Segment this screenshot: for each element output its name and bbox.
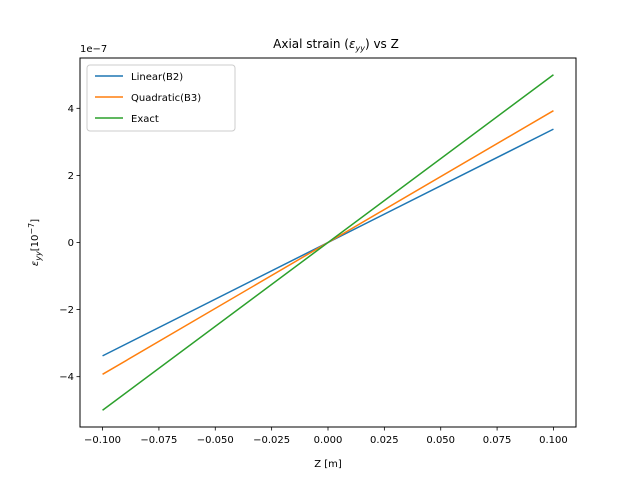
x-tick-label: −0.100 xyxy=(84,435,121,446)
axes-frame xyxy=(79,57,577,428)
x-tick-label: 0.050 xyxy=(426,435,455,446)
chart-title: Axial strain (εyy) vs Z xyxy=(273,37,399,53)
x-tick-label: 0.075 xyxy=(483,435,512,446)
y-tick-label: 0 xyxy=(68,238,74,249)
y-axis-label: εyy[10−7] xyxy=(27,219,43,266)
x-axis-label: Z [m] xyxy=(314,459,342,470)
y-offset-text: 1e−7 xyxy=(80,44,107,55)
y-tick-label: −4 xyxy=(59,372,74,383)
x-tick-label: 0.100 xyxy=(539,435,568,446)
x-tick-label: −0.050 xyxy=(197,435,234,446)
y-tick-label: 2 xyxy=(68,171,74,182)
x-tick-label: −0.075 xyxy=(140,435,177,446)
legend-box xyxy=(86,64,236,132)
plot-area: −0.100 −0.075 −0.050 −0.025 0.000 0.025 0.050 0… xyxy=(59,74,568,446)
legend: Linear(B2) Quadratic(B3) Exact xyxy=(86,64,236,132)
legend-label-quadratic: Quadratic(B3) xyxy=(131,93,201,104)
y-tick-label: 4 xyxy=(68,104,74,115)
x-tick-label: 0.000 xyxy=(314,435,343,446)
x-tick-label: −0.025 xyxy=(253,435,290,446)
legend-label-linear: Linear(B2) xyxy=(131,72,183,83)
y-tick-label: −2 xyxy=(59,305,74,316)
legend-label-exact: Exact xyxy=(131,114,159,125)
x-tick-label: 0.025 xyxy=(370,435,399,446)
series-line-2 xyxy=(102,74,554,411)
